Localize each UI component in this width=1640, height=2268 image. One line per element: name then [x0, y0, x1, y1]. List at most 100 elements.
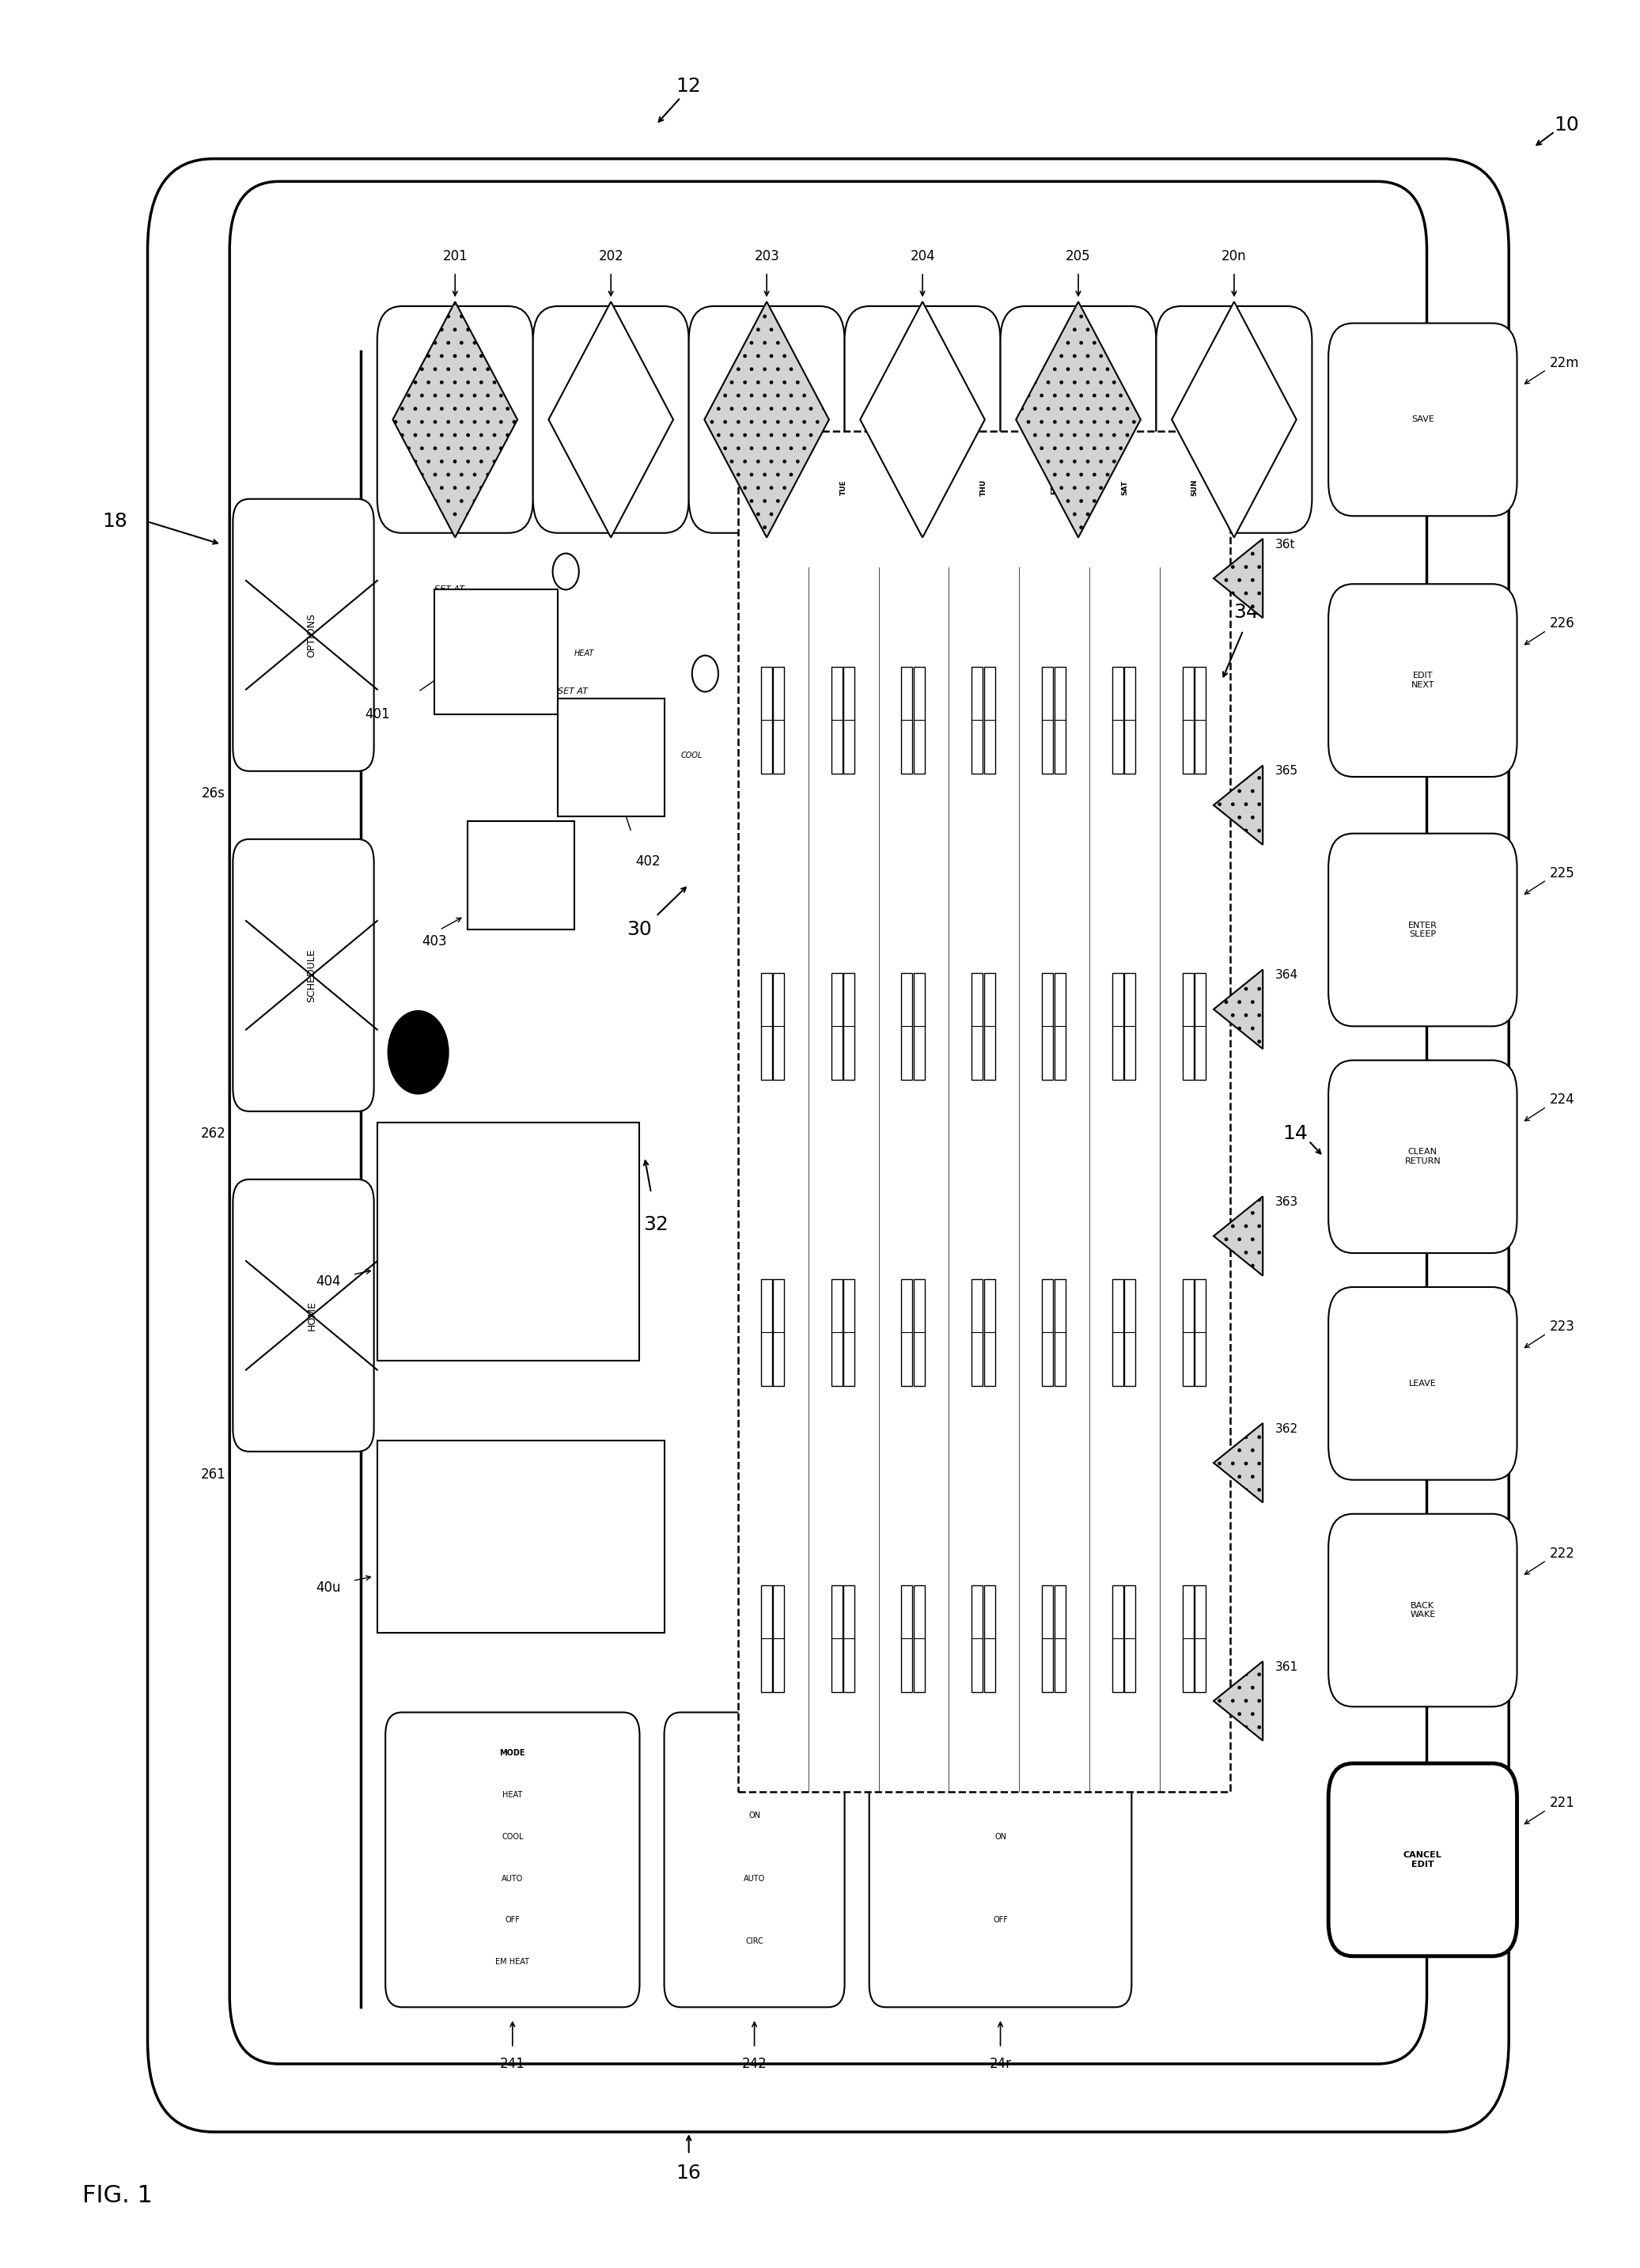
Bar	[1041, 1279, 1053, 1386]
Polygon shape	[1214, 971, 1263, 1048]
Text: THU: THU	[981, 479, 987, 497]
Bar	[1125, 667, 1135, 773]
Text: 225: 225	[1550, 866, 1574, 880]
Polygon shape	[1214, 1660, 1263, 1742]
FancyBboxPatch shape	[377, 306, 533, 533]
Text: HOME: HOME	[307, 1300, 317, 1331]
Text: TUE: TUE	[840, 481, 846, 494]
Bar	[1196, 973, 1205, 1080]
Text: CLEAN
RETURN: CLEAN RETURN	[1404, 1148, 1442, 1166]
FancyBboxPatch shape	[1328, 835, 1517, 1025]
Bar	[377, 1123, 640, 1361]
Text: ENTER
SLEEP: ENTER SLEEP	[1409, 921, 1437, 939]
Text: SET AT: SET AT	[558, 687, 587, 696]
Text: WED: WED	[910, 479, 917, 497]
Bar	[1112, 667, 1123, 773]
Bar	[1055, 1585, 1066, 1692]
Text: 242: 242	[741, 2057, 768, 2071]
Text: FRI: FRI	[1051, 481, 1058, 494]
Text: 32: 32	[643, 1216, 669, 1234]
Text: 401: 401	[364, 708, 390, 721]
Text: SAT: SAT	[1122, 481, 1128, 494]
Polygon shape	[1214, 1198, 1263, 1275]
Bar	[1182, 667, 1194, 773]
FancyBboxPatch shape	[230, 181, 1427, 2064]
Text: OFF: OFF	[992, 1916, 1009, 1923]
Text: COOL: COOL	[681, 751, 702, 760]
Bar	[377, 1440, 664, 1633]
Bar	[1182, 1279, 1194, 1386]
Polygon shape	[1214, 767, 1263, 844]
Bar	[843, 973, 854, 1080]
Text: SUN: SUN	[1191, 479, 1199, 497]
FancyBboxPatch shape	[1328, 1286, 1517, 1479]
Bar	[1125, 1279, 1135, 1386]
Bar	[761, 1279, 772, 1386]
FancyBboxPatch shape	[233, 1179, 374, 1452]
Text: SET AT: SET AT	[435, 585, 464, 594]
Text: 362: 362	[1276, 1422, 1299, 1436]
Bar	[902, 1279, 912, 1386]
FancyBboxPatch shape	[385, 1712, 640, 2007]
Bar	[1125, 1585, 1135, 1692]
Text: 10: 10	[1553, 116, 1579, 134]
Text: 26s: 26s	[202, 787, 225, 801]
Bar	[902, 973, 912, 1080]
Bar	[1112, 973, 1123, 1080]
Text: 201: 201	[443, 249, 467, 263]
Text: 34: 34	[1233, 603, 1260, 621]
Bar	[843, 1279, 854, 1386]
Bar	[772, 667, 784, 773]
Text: 14: 14	[1282, 1125, 1309, 1143]
FancyBboxPatch shape	[1328, 1515, 1517, 1708]
Text: EDIT
NEXT: EDIT NEXT	[1410, 671, 1435, 689]
Bar	[1112, 1585, 1123, 1692]
Text: 222: 222	[1550, 1547, 1574, 1560]
Text: LEAVE: LEAVE	[1409, 1379, 1437, 1388]
Text: MON: MON	[769, 479, 777, 497]
FancyBboxPatch shape	[845, 306, 1000, 533]
Bar	[558, 699, 664, 816]
FancyBboxPatch shape	[1000, 306, 1156, 533]
Bar	[984, 1585, 995, 1692]
Text: 224: 224	[1550, 1093, 1574, 1107]
Text: 16: 16	[676, 2164, 702, 2182]
Bar	[1055, 1279, 1066, 1386]
Text: 36t: 36t	[1276, 538, 1296, 551]
Text: 223: 223	[1550, 1320, 1574, 1334]
Text: 364: 364	[1276, 968, 1299, 982]
Bar	[1041, 1585, 1053, 1692]
Text: 241: 241	[500, 2057, 525, 2071]
Text: 403: 403	[421, 934, 448, 948]
Text: 363: 363	[1276, 1195, 1299, 1209]
Bar	[831, 973, 843, 1080]
Text: AUTO: AUTO	[502, 1876, 523, 1882]
Text: HEAT: HEAT	[574, 649, 594, 658]
FancyBboxPatch shape	[148, 159, 1509, 2132]
Text: BACK
WAKE: BACK WAKE	[1410, 1601, 1435, 1619]
Text: SCHEDULE: SCHEDULE	[307, 948, 317, 1002]
FancyBboxPatch shape	[1328, 585, 1517, 776]
Text: ON: ON	[748, 1812, 761, 1819]
Bar	[738, 431, 1230, 1792]
Text: 205: 205	[1066, 249, 1091, 263]
Text: 203: 203	[754, 249, 779, 263]
Text: 30: 30	[626, 921, 653, 939]
Bar	[831, 667, 843, 773]
Polygon shape	[548, 302, 674, 538]
FancyBboxPatch shape	[533, 306, 689, 533]
FancyBboxPatch shape	[664, 1712, 845, 2007]
FancyBboxPatch shape	[689, 306, 845, 533]
Bar	[761, 667, 772, 773]
Bar	[971, 973, 982, 1080]
FancyBboxPatch shape	[233, 839, 374, 1111]
Bar	[902, 1585, 912, 1692]
Text: 18: 18	[102, 513, 128, 531]
Bar	[1055, 667, 1066, 773]
Text: 40u: 40u	[315, 1581, 341, 1594]
Bar	[984, 1279, 995, 1386]
Bar	[971, 1279, 982, 1386]
Bar	[435, 590, 558, 714]
FancyBboxPatch shape	[869, 1712, 1132, 2007]
Bar	[831, 1585, 843, 1692]
